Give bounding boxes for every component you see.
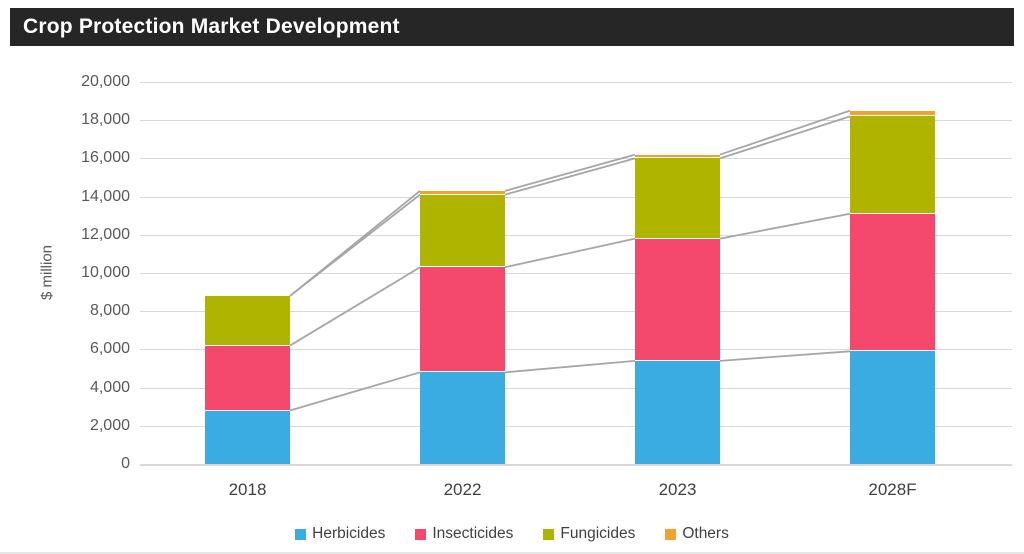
gridline: [140, 234, 1012, 236]
legend-item-herbicides: Herbicides: [295, 525, 385, 543]
x-tick-label: 2023: [658, 480, 697, 499]
connector-line-others: [504, 153, 636, 192]
x-tick-label: 2028F: [868, 480, 917, 499]
page-title: Crop Protection Market Development: [23, 15, 400, 38]
x-tick-label: 2022: [443, 480, 482, 499]
bar-segment-herbicides-2023: [635, 360, 720, 464]
y-tick-label: 20,000: [81, 73, 130, 90]
connector-line-insecticides: [504, 237, 636, 269]
bar-segment-insecticides-2018: [205, 345, 290, 410]
bar-segment-others-2022: [420, 190, 505, 194]
x-tick-label: 2018: [228, 480, 267, 499]
gridline: [140, 311, 1012, 313]
bar-segment-insecticides-2022: [420, 267, 505, 372]
y-tick-label: 14,000: [81, 187, 130, 205]
bottom-edge-divider: [0, 552, 1024, 554]
gridline: [140, 82, 1012, 83]
y-tick-label: 4,000: [89, 378, 130, 396]
legend-swatch-herbicides: [295, 528, 307, 540]
y-tick-label: 6,000: [89, 340, 130, 358]
legend-item-others: Others: [665, 525, 729, 543]
legend-item-fungicides: Fungicides: [543, 525, 635, 543]
y-tick-label: 8,000: [89, 302, 130, 320]
gridline: [140, 387, 1012, 389]
bar-segment-insecticides-2028f: [850, 213, 935, 351]
connector-line-herbicides: [289, 371, 421, 412]
legend: Herbicides Insecticides Fungicides Others: [0, 525, 1024, 543]
bar-segment-fungicides-2022: [420, 194, 505, 267]
legend-swatch-insecticides: [415, 528, 427, 540]
connector-line-others: [719, 109, 851, 156]
x-axis-line: [140, 464, 1012, 466]
bar-segment-insecticides-2023: [635, 238, 720, 360]
bar-segment-others-2023: [635, 154, 720, 158]
bar-segment-fungicides-2028f: [850, 116, 935, 213]
legend-label: Others: [682, 525, 729, 542]
bar-segment-others-2028f: [850, 110, 935, 116]
connector-line-others: [289, 190, 421, 297]
legend-item-insecticides: Insecticides: [415, 525, 513, 543]
connector-line-fungicides: [719, 115, 851, 160]
gridline: [140, 349, 1012, 351]
title-bar: Crop Protection Market Development: [10, 8, 1014, 46]
gridline: [140, 196, 1012, 198]
legend-label: Insecticides: [432, 525, 514, 542]
legend-swatch-others: [665, 528, 677, 540]
legend-label: Fungicides: [560, 525, 636, 542]
gridline: [140, 120, 1012, 122]
y-tick-label: 10,000: [81, 264, 130, 281]
bar-segment-herbicides-2022: [420, 372, 505, 464]
y-tick-label: 0: [121, 455, 130, 472]
connector-line-herbicides: [504, 359, 636, 374]
connector-line-fungicides: [504, 157, 636, 196]
y-tick-label: 18,000: [81, 111, 130, 129]
connector-line-herbicides: [719, 350, 851, 362]
gridline: [140, 425, 1012, 427]
legend-swatch-fungicides: [543, 528, 555, 540]
gridline: [140, 273, 1012, 274]
bar-segment-herbicides-2018: [205, 410, 290, 464]
y-tick-label: 12,000: [81, 225, 130, 243]
y-tick-label: 2,000: [89, 416, 130, 434]
legend-label: Herbicides: [312, 525, 386, 542]
bar-segment-herbicides-2028f: [850, 351, 935, 464]
connector-line-insecticides: [289, 266, 421, 347]
connector-line-fungicides: [289, 193, 421, 297]
bar-segment-fungicides-2023: [635, 158, 720, 238]
bar-segment-fungicides-2018: [205, 295, 290, 345]
y-tick-label: 16,000: [81, 149, 130, 167]
